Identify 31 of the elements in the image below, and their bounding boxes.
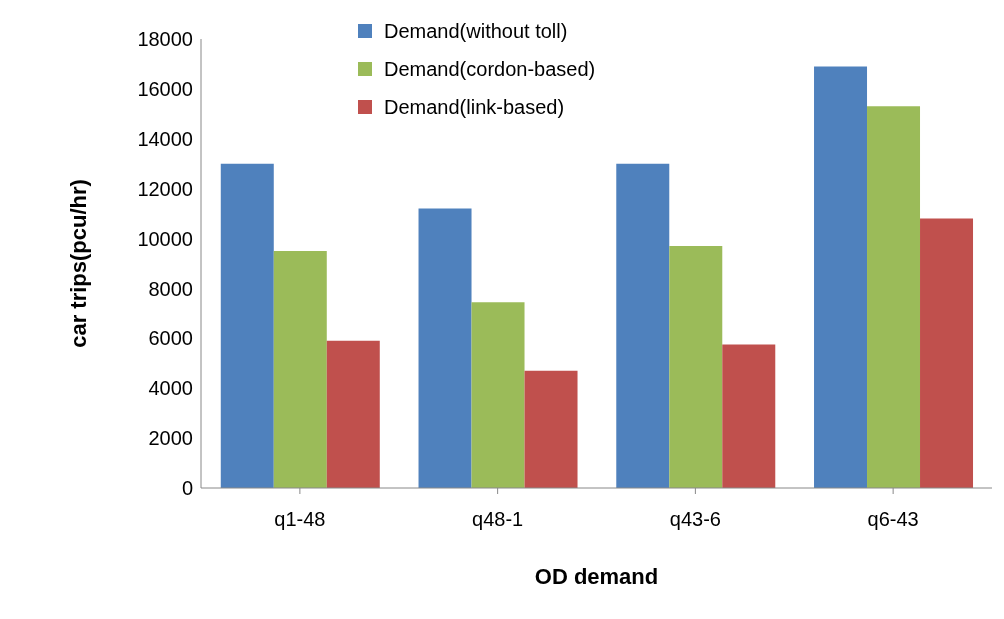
y-tick-label: 12000 xyxy=(137,177,193,200)
y-tick-label: 8000 xyxy=(148,277,193,300)
y-tick-label: 0 xyxy=(181,477,193,500)
bar xyxy=(273,251,327,488)
y-axis-title: car trips(pcu/hr) xyxy=(65,179,91,348)
bar xyxy=(814,66,868,488)
bar xyxy=(616,163,670,488)
y-tick-label: 10000 xyxy=(137,227,193,250)
bar xyxy=(669,246,723,488)
y-tick-label: 14000 xyxy=(137,127,193,150)
bar xyxy=(471,302,525,488)
x-tick-label: q6-43 xyxy=(867,508,919,531)
bar xyxy=(326,340,380,488)
x-tick-label: q1-48 xyxy=(274,508,326,531)
x-tick-label: q48-1 xyxy=(472,508,524,531)
legend-label: Demand(cordon-based) xyxy=(384,57,596,81)
x-tick-label: q43-6 xyxy=(669,508,721,531)
bar xyxy=(524,370,578,488)
y-tick-label: 6000 xyxy=(148,327,193,350)
y-tick-label: 16000 xyxy=(137,77,193,100)
y-tick-label: 4000 xyxy=(148,377,193,400)
y-tick-label: 18000 xyxy=(137,28,193,51)
y-tick-label: 2000 xyxy=(148,427,193,450)
bar xyxy=(418,208,472,488)
legend-label: Demand(link-based) xyxy=(384,95,565,119)
bar xyxy=(722,344,776,488)
bar xyxy=(920,218,974,488)
x-axis-title: OD demand xyxy=(534,564,659,589)
legend-label: Demand(without toll) xyxy=(384,19,568,43)
bar xyxy=(220,163,274,488)
bar xyxy=(867,106,921,488)
